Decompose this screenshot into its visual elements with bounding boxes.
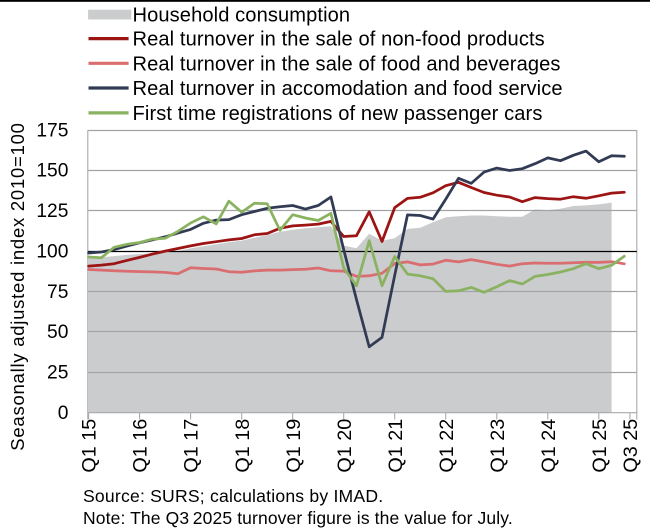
svg-text:Q1 24: Q1 24 <box>538 419 560 473</box>
svg-text:Seasonally adjusted index 2010: Seasonally adjusted index 2010=100 <box>7 122 28 450</box>
svg-text:125: 125 <box>36 201 68 222</box>
svg-text:Q3 25: Q3 25 <box>620 419 642 473</box>
svg-text:25: 25 <box>47 363 68 384</box>
svg-text:Source: SURS; calculations by: Source: SURS; calculations by IMAD. <box>83 486 383 506</box>
svg-text:Q1 17: Q1 17 <box>181 419 203 473</box>
svg-text:Q1 20: Q1 20 <box>334 419 356 473</box>
svg-text:75: 75 <box>47 282 68 303</box>
svg-text:100: 100 <box>36 241 68 262</box>
svg-text:Q1 23: Q1 23 <box>487 419 509 473</box>
svg-text:First time registrations of ne: First time registrations of new passenge… <box>133 103 543 125</box>
svg-text:Q1 15: Q1 15 <box>79 419 101 473</box>
svg-text:Real turnover in accomodation: Real turnover in accomodation and food s… <box>133 78 563 100</box>
svg-text:50: 50 <box>47 322 68 343</box>
svg-text:Q1 22: Q1 22 <box>436 419 458 473</box>
svg-text:Real turnover in the sale of f: Real turnover in the sale of food and be… <box>133 53 561 75</box>
svg-text:Q1 21: Q1 21 <box>385 419 407 473</box>
svg-text:175: 175 <box>36 120 68 141</box>
svg-text:0: 0 <box>58 403 69 424</box>
svg-text:150: 150 <box>36 161 68 182</box>
svg-text:Q1 25: Q1 25 <box>589 419 611 473</box>
svg-text:Household consumption: Household consumption <box>133 5 351 27</box>
svg-text:Q1 19: Q1 19 <box>283 419 305 473</box>
svg-text:Q1 18: Q1 18 <box>232 419 254 473</box>
svg-text:Note: The Q3 2025 turnover fig: Note: The Q3 2025 turnover figure is the… <box>83 508 513 528</box>
svg-text:Real turnover in the sale of n: Real turnover in the sale of non-food pr… <box>133 29 545 51</box>
svg-text:Q1 16: Q1 16 <box>130 419 152 473</box>
